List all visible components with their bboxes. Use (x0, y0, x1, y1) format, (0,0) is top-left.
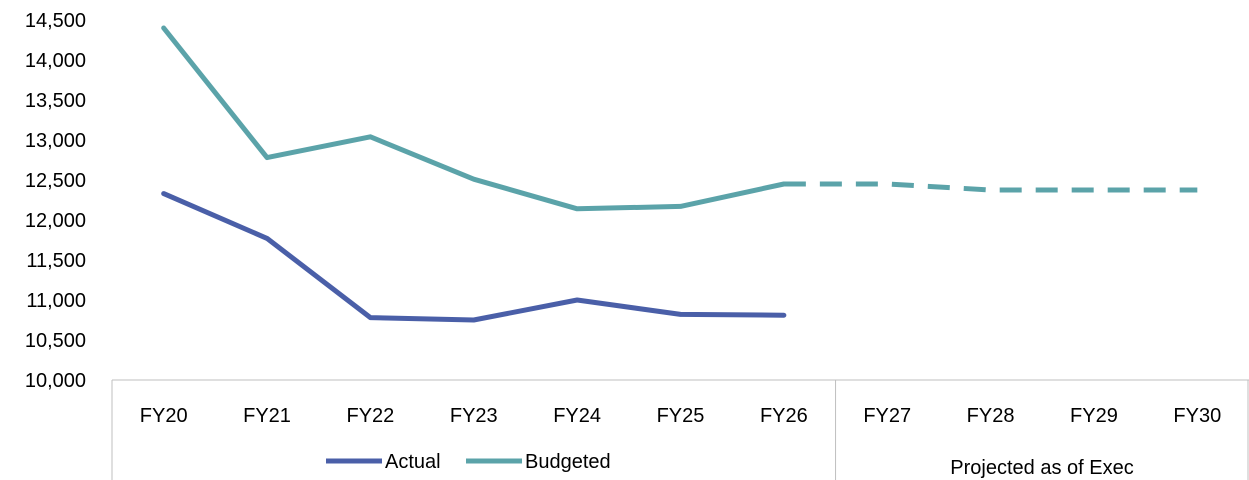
y-tick-label: 14,500 (25, 10, 86, 32)
y-tick-label: 10,000 (25, 370, 86, 392)
series-line-budgeted-projected (783, 181, 1198, 193)
category-axis (111, 379, 1249, 480)
x-tick-label: FY26 (760, 405, 808, 427)
x-tick-label: FY24 (553, 405, 601, 427)
x-tick-label: FY30 (1173, 405, 1221, 427)
x-tick-label: FY22 (347, 405, 395, 427)
legend-label-budgeted: Budgeted (525, 451, 611, 473)
x-tick-label: FY28 (967, 405, 1015, 427)
y-tick-label: 12,500 (25, 170, 86, 192)
x-tick-label: FY27 (863, 405, 911, 427)
y-axis-tick-labels: 10,000 10,500 11,000 11,500 12,000 12,500 13,0… (25, 10, 86, 392)
legend: Actual Budgeted (326, 451, 611, 473)
series-line-actual (161, 191, 787, 323)
x-tick-label: FY29 (1070, 405, 1118, 427)
y-tick-label: 11,000 (26, 290, 86, 312)
series-line-budgeted (161, 25, 787, 212)
legend-label-actual: Actual (385, 451, 441, 473)
x-tick-label: FY25 (657, 405, 705, 427)
series-lines (161, 25, 1198, 323)
x-tick-label: FY21 (243, 405, 291, 427)
group-label-projected: Projected as of Exec (950, 457, 1133, 479)
x-tick-label: FY20 (140, 405, 188, 427)
y-tick-label: 12,000 (25, 210, 86, 232)
y-tick-label: 10,500 (25, 330, 86, 352)
y-tick-label: 11,500 (26, 250, 86, 272)
x-tick-label: FY23 (450, 405, 498, 427)
y-tick-label: 13,500 (25, 90, 86, 112)
y-tick-label: 13,000 (25, 130, 86, 152)
y-tick-label: 14,000 (25, 50, 86, 72)
x-axis-tick-labels: FY20 FY21 FY22 FY23 FY24 FY25 FY26 FY27 FY28 FY29… (140, 405, 1221, 427)
